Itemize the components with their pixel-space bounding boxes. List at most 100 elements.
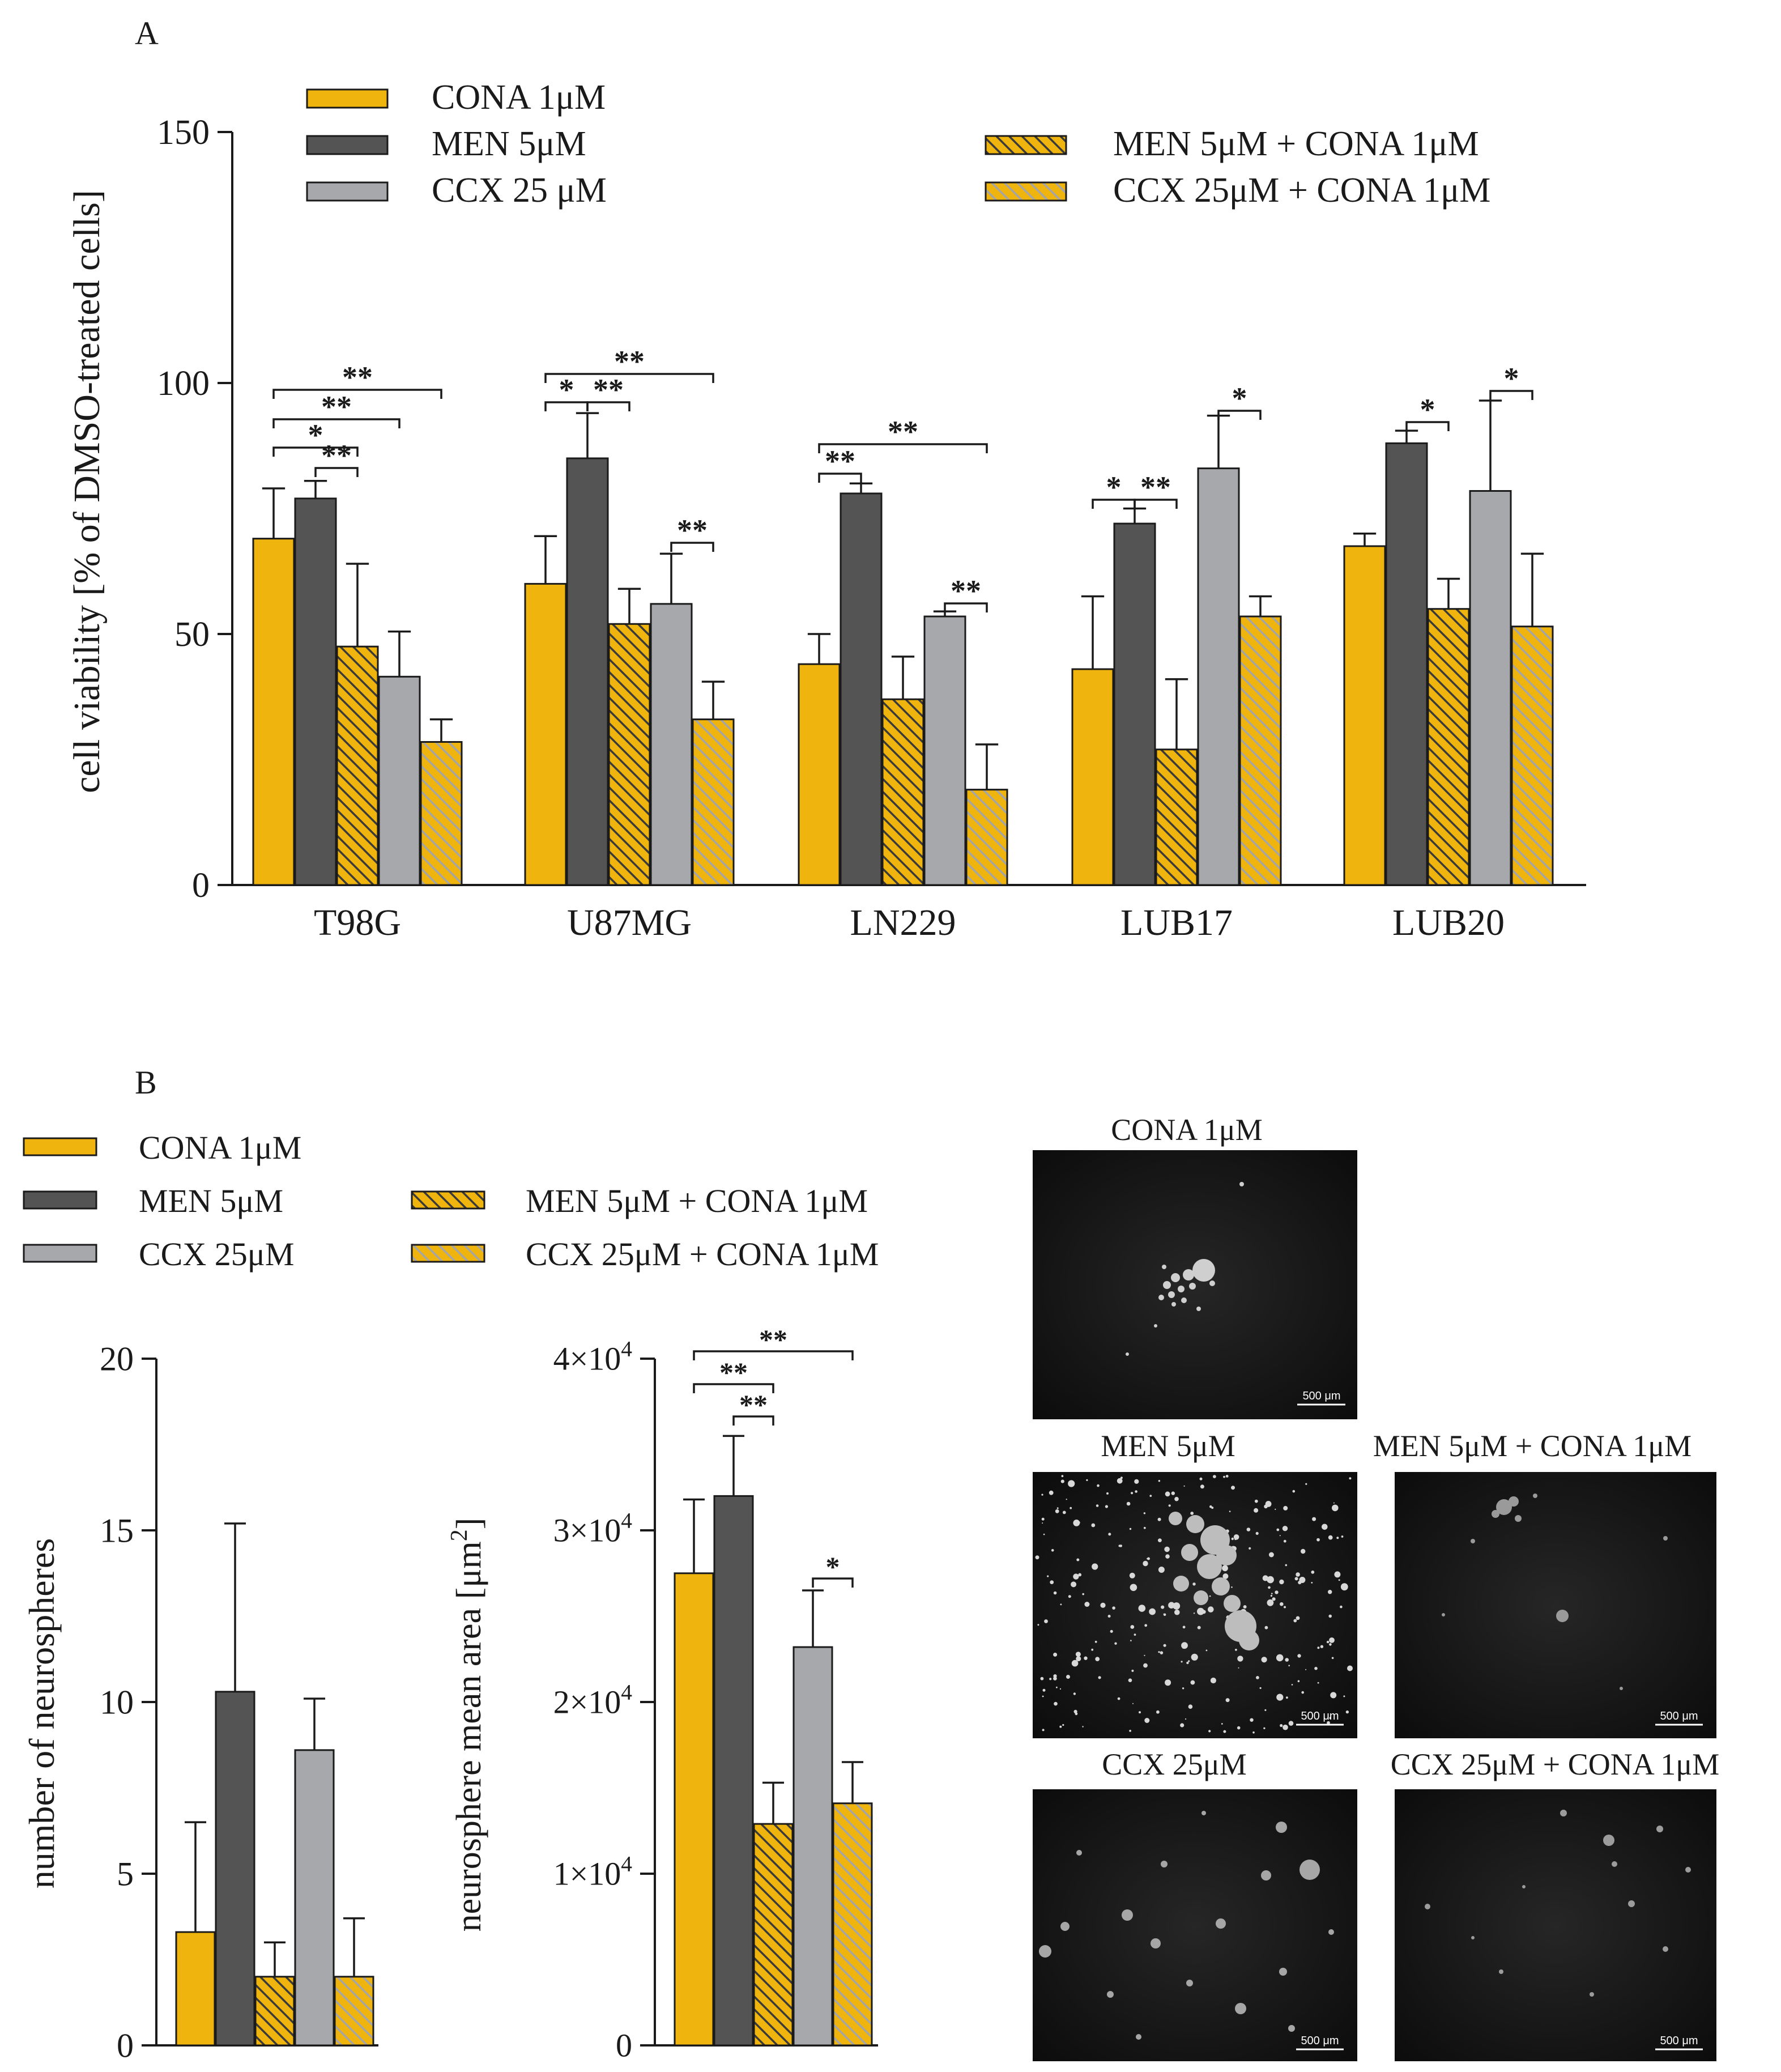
- speckle: [1311, 1582, 1313, 1584]
- speckle: [1252, 1731, 1255, 1734]
- scale-bar-label: 500 μm: [1660, 2035, 1698, 2047]
- speckle: [1049, 1490, 1054, 1495]
- scale-bar-label: 500 μm: [1660, 1710, 1698, 1722]
- speckle: [1042, 1729, 1045, 1731]
- speckle: [1193, 1612, 1195, 1614]
- bar: [1343, 545, 1386, 886]
- significance-label: **: [719, 1356, 748, 1388]
- y-axis-label: neurosphere mean area [μm2]: [446, 1518, 488, 1932]
- speckle: [1134, 1479, 1139, 1484]
- y-tick-exponent: 4: [621, 1508, 632, 1533]
- speckle: [1053, 1591, 1057, 1595]
- speckle: [1037, 1624, 1039, 1626]
- bar: [608, 623, 651, 886]
- speckle: [1349, 1477, 1352, 1480]
- speckle: [1042, 1688, 1046, 1692]
- significance-bracket: [732, 1415, 774, 1426]
- significance-bracket: [272, 418, 400, 428]
- speckle: [1280, 1724, 1283, 1728]
- speckle: [1060, 1603, 1062, 1606]
- speckle: [1073, 1520, 1080, 1526]
- speckle: [1144, 1654, 1145, 1656]
- speckle: [1149, 1608, 1156, 1615]
- speckle: [1071, 1581, 1077, 1588]
- speckle: [1062, 1511, 1066, 1514]
- legend-a-label-ccx-cona: CCX 25μM + CONA 1μM: [1113, 171, 1490, 210]
- speckle: [1192, 1582, 1196, 1586]
- speckle: [1275, 1508, 1276, 1510]
- speckle: [1073, 1692, 1076, 1695]
- speckle: [1061, 1475, 1064, 1478]
- bar: [1113, 522, 1156, 886]
- speckle: [1097, 1484, 1100, 1487]
- scale-bar-label: 500 μm: [1302, 1390, 1340, 1402]
- x-tick-label: LUB17: [1120, 902, 1233, 943]
- bar: [378, 675, 421, 886]
- speckle: [1208, 1730, 1211, 1733]
- y-axis-label-text: neurosphere mean area [μm: [450, 1541, 488, 1931]
- y-tick-label: 5: [117, 1855, 134, 1892]
- y-tick-label: 1×104: [553, 1851, 633, 1892]
- speckle: [1270, 1594, 1272, 1597]
- speckle: [1296, 1572, 1300, 1577]
- speckle: [1246, 1528, 1251, 1531]
- speckle: [1267, 1599, 1274, 1606]
- speckle: [1098, 1676, 1101, 1679]
- speckle: [1164, 1546, 1170, 1552]
- speckle: [1282, 1526, 1288, 1531]
- speckle: [1073, 1573, 1079, 1580]
- x-tick-label: LUB20: [1392, 902, 1505, 943]
- speckle: [1117, 1697, 1120, 1700]
- speckle: [1183, 1485, 1185, 1487]
- bar: [753, 1823, 794, 2047]
- speckle: [1188, 1704, 1193, 1709]
- speckle: [1333, 1502, 1335, 1504]
- significance-label: **: [888, 415, 918, 449]
- speckle: [1174, 1609, 1180, 1615]
- speckle: [1059, 1725, 1062, 1728]
- significance-bracket: [693, 1383, 774, 1393]
- speckle: [1276, 1654, 1284, 1662]
- speckle: [1332, 1504, 1339, 1512]
- speckle: [1234, 1538, 1237, 1541]
- significance-label: **: [951, 574, 981, 608]
- significance-label: **: [759, 1324, 787, 1355]
- significance-bracket: [670, 542, 714, 552]
- speckle: [1173, 1602, 1181, 1610]
- y-tick-label: 10: [100, 1683, 134, 1721]
- speckle: [1156, 1710, 1160, 1714]
- speckle: [1305, 1669, 1307, 1670]
- speckle: [1182, 1687, 1185, 1690]
- speckle: [1288, 1721, 1294, 1726]
- significance-label: *: [308, 418, 323, 452]
- speckle: [1059, 1688, 1062, 1690]
- speckle: [1197, 1607, 1204, 1615]
- speckle: [1082, 1726, 1084, 1728]
- speckle: [1305, 1483, 1307, 1485]
- significance-bracket: [272, 446, 359, 457]
- significance-bracket: [812, 1577, 854, 1588]
- speckle: [1160, 1651, 1164, 1654]
- speckle: [1108, 1533, 1111, 1536]
- speckle: [1271, 1593, 1273, 1594]
- bar: [252, 538, 295, 886]
- speckle: [1075, 1652, 1081, 1657]
- legend-b-label-ccx: CCX 25μM: [139, 1236, 294, 1273]
- speckle: [1225, 1698, 1230, 1703]
- legend-a-swatch-ccx: [306, 181, 389, 202]
- speckle: [1129, 1730, 1131, 1732]
- speckle: [1056, 1686, 1058, 1688]
- speckle: [1073, 1709, 1077, 1713]
- speckle: [1294, 1577, 1298, 1581]
- speckle: [1322, 1524, 1328, 1530]
- speckle: [1092, 1563, 1098, 1570]
- speckle: [1168, 1504, 1171, 1507]
- speckle: [1114, 1642, 1117, 1645]
- speckle: [1096, 1504, 1099, 1507]
- speckle: [1181, 1642, 1188, 1649]
- speckle: [1053, 1674, 1057, 1678]
- speckle: [1132, 1703, 1134, 1704]
- speckle: [1314, 1666, 1318, 1670]
- speckle: [1279, 1579, 1284, 1585]
